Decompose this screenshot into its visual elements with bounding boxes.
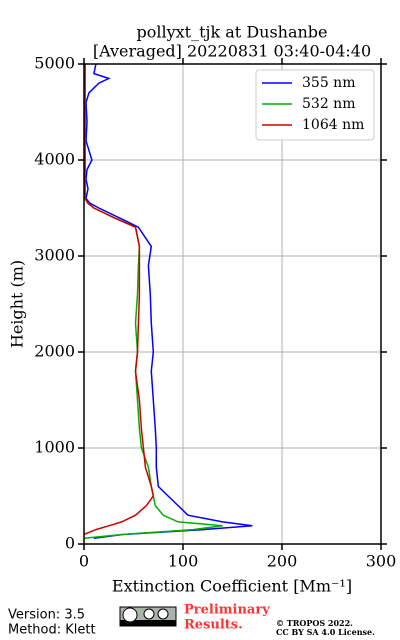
license: CC BY SA 4.0 License. — [276, 627, 375, 637]
preliminary: Preliminary — [184, 603, 270, 618]
plot-frame — [83, 63, 382, 545]
legend-box — [255, 69, 375, 141]
y-tick-label: 0 — [65, 534, 75, 553]
legend-label: 532 nm — [302, 96, 355, 112]
y-axis-label: Height (m) — [8, 260, 27, 348]
version: Version: 3.5 — [8, 608, 85, 623]
chart-subtitle: [Averaged] 20220831 03:40-04:40 — [93, 42, 371, 61]
profile-line — [83, 64, 223, 539]
cc-icon — [119, 606, 177, 627]
y-tick-label: 1000 — [34, 438, 75, 457]
x-tick-label: 200 — [267, 552, 298, 571]
x-tick-label: 100 — [168, 552, 199, 571]
y-tick-label: 2000 — [34, 342, 75, 361]
legend-label: 355 nm — [302, 75, 355, 91]
copyright: © TROPOS 2022. — [276, 618, 353, 628]
y-tick-label: 3000 — [34, 246, 75, 265]
legend-label: 1064 nm — [302, 117, 364, 133]
y-tick-label: 4000 — [34, 150, 75, 169]
profile-line — [83, 64, 155, 536]
x-axis-label: Extinction Coefficient [Mm⁻¹] — [112, 577, 352, 596]
profile-line — [85, 63, 253, 539]
x-tick-label: 0 — [79, 552, 89, 571]
y-tick-label: 5000 — [34, 54, 75, 73]
method: Method: Klett — [8, 623, 96, 638]
chart-title: pollyxt_tjk at Dushanbe — [136, 23, 327, 42]
results: Results. — [184, 618, 243, 633]
x-tick-label: 300 — [366, 552, 397, 571]
